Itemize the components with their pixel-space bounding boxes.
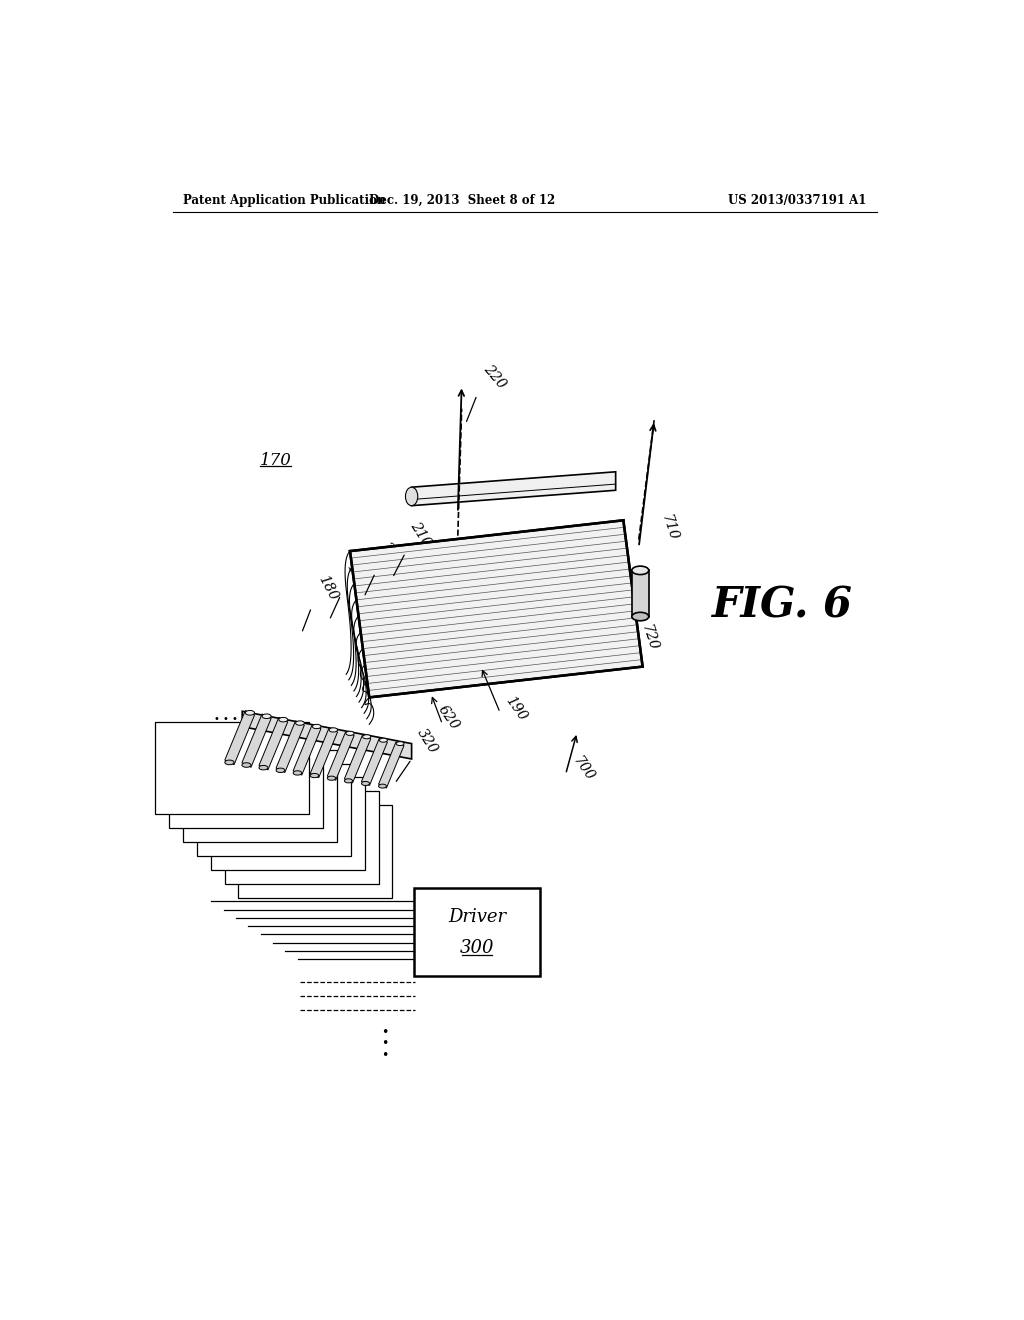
Ellipse shape xyxy=(279,717,288,722)
Polygon shape xyxy=(259,717,288,770)
Ellipse shape xyxy=(361,781,370,785)
Ellipse shape xyxy=(328,776,336,780)
Ellipse shape xyxy=(632,566,649,574)
Polygon shape xyxy=(293,725,321,775)
Ellipse shape xyxy=(396,742,404,746)
Text: •: • xyxy=(381,1026,388,1039)
Text: 170: 170 xyxy=(260,451,292,469)
Polygon shape xyxy=(224,792,379,884)
Polygon shape xyxy=(328,731,354,780)
Text: 210: 210 xyxy=(408,519,434,549)
Polygon shape xyxy=(361,738,387,785)
Text: FIG. 6: FIG. 6 xyxy=(712,583,853,626)
Ellipse shape xyxy=(329,727,338,733)
Polygon shape xyxy=(211,777,365,870)
Ellipse shape xyxy=(225,760,234,764)
Polygon shape xyxy=(344,735,371,783)
Ellipse shape xyxy=(259,766,268,770)
Text: Patent Application Publication: Patent Application Publication xyxy=(183,194,385,207)
Ellipse shape xyxy=(344,779,352,783)
Text: Driver: Driver xyxy=(447,908,506,925)
Polygon shape xyxy=(239,805,392,898)
Ellipse shape xyxy=(406,487,418,506)
Ellipse shape xyxy=(242,763,251,767)
Polygon shape xyxy=(632,570,649,616)
Ellipse shape xyxy=(346,731,354,735)
Text: •: • xyxy=(381,1049,388,1063)
Ellipse shape xyxy=(379,738,387,742)
Polygon shape xyxy=(243,711,412,759)
Text: 620: 620 xyxy=(435,704,462,733)
Text: 200: 200 xyxy=(379,540,404,569)
Ellipse shape xyxy=(293,771,302,775)
Polygon shape xyxy=(379,742,404,788)
Ellipse shape xyxy=(310,774,318,777)
Polygon shape xyxy=(412,471,615,506)
FancyBboxPatch shape xyxy=(414,888,541,977)
Text: 180: 180 xyxy=(315,573,340,603)
Polygon shape xyxy=(183,750,337,842)
Text: 320: 320 xyxy=(414,726,440,756)
Text: US 2013/0337191 A1: US 2013/0337191 A1 xyxy=(727,194,866,207)
Polygon shape xyxy=(197,763,351,855)
Text: • • •: • • • xyxy=(214,714,239,723)
Ellipse shape xyxy=(379,784,386,788)
Ellipse shape xyxy=(296,721,304,725)
Text: 190: 190 xyxy=(503,694,529,723)
Text: 710: 710 xyxy=(658,513,680,543)
Ellipse shape xyxy=(632,612,649,620)
Polygon shape xyxy=(350,520,643,697)
Polygon shape xyxy=(156,722,309,814)
Polygon shape xyxy=(276,721,304,772)
Polygon shape xyxy=(225,710,255,764)
Text: 220: 220 xyxy=(481,362,509,391)
Polygon shape xyxy=(169,737,323,829)
Ellipse shape xyxy=(312,725,321,729)
Ellipse shape xyxy=(246,710,255,715)
Text: Dec. 19, 2013  Sheet 8 of 12: Dec. 19, 2013 Sheet 8 of 12 xyxy=(369,194,555,207)
Text: 700: 700 xyxy=(569,754,596,784)
Text: 185: 185 xyxy=(344,561,369,591)
Polygon shape xyxy=(242,714,271,767)
Text: 720: 720 xyxy=(639,623,660,652)
Text: •: • xyxy=(381,1038,388,1051)
Ellipse shape xyxy=(362,735,371,739)
Ellipse shape xyxy=(276,768,285,772)
Ellipse shape xyxy=(262,714,271,718)
Text: 300: 300 xyxy=(460,939,495,957)
Polygon shape xyxy=(310,727,338,777)
